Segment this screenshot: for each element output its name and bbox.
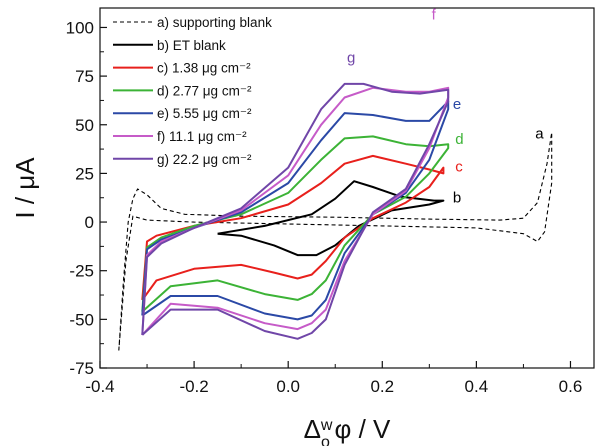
legend-entry: g) 22.2 μg cm⁻² <box>157 152 252 167</box>
series-line-b <box>217 180 445 257</box>
series-line-e <box>141 100 450 321</box>
curve-label-b: b <box>453 190 461 207</box>
legend: a) supporting blank b) ET blank c) 1.38 μg… <box>113 15 272 167</box>
plot-area <box>99 7 595 369</box>
curve-label-g: g <box>347 49 355 66</box>
legend-entry: f) 11.1 μg cm⁻² <box>157 129 247 144</box>
y-tick-label: 0 <box>85 213 94 232</box>
y-tick-label: 50 <box>75 116 94 135</box>
curve-label-f: f <box>432 7 437 24</box>
legend-entry: e) 5.55 μg cm⁻² <box>157 106 252 121</box>
x-tick-label: -0.2 <box>179 377 208 396</box>
series-line-d <box>141 135 450 313</box>
y-tick-label: -75 <box>69 359 94 378</box>
x-axis-title: Δowφ / V <box>304 414 391 446</box>
y-tick-label: -25 <box>69 262 94 281</box>
legend-entry: b) ET blank <box>157 38 226 53</box>
plot-frame <box>99 7 595 369</box>
x-tick-label: 0.0 <box>276 377 300 396</box>
curve-label-c: c <box>455 158 463 175</box>
curve-label-a: a <box>535 125 544 142</box>
series-line-g <box>141 82 450 340</box>
y-axis-title: I / μA <box>10 157 40 219</box>
curve-labels: a bcd e f g <box>347 7 544 207</box>
y-tick-label: 75 <box>75 67 94 86</box>
x-tick-label: 0.4 <box>465 377 489 396</box>
y-tick-label: 25 <box>75 164 94 183</box>
x-tick-label: 0.2 <box>370 377 394 396</box>
x-tick-label: -0.4 <box>85 377 114 396</box>
axes-layer: -0.4 -0.2 0.0 0.2 0.4 0.6 -75 -50 -25 0 25 50 75 100 <box>66 18 583 396</box>
series-line-f <box>141 86 450 336</box>
x-tick-label: 0.6 <box>559 377 583 396</box>
legend-entry: a) supporting blank <box>157 15 272 30</box>
series-line-c <box>141 154 445 301</box>
y-tick-label: -50 <box>69 310 94 329</box>
y-tick-label: 100 <box>66 18 94 37</box>
curve-label-e: e <box>453 96 461 113</box>
legend-entry: d) 2.77 μg cm⁻² <box>157 83 252 98</box>
legend-entry: c) 1.38 μg cm⁻² <box>157 61 251 76</box>
curve-label-d: d <box>455 131 463 148</box>
series-layer <box>118 82 553 351</box>
series-line-a <box>118 131 553 351</box>
